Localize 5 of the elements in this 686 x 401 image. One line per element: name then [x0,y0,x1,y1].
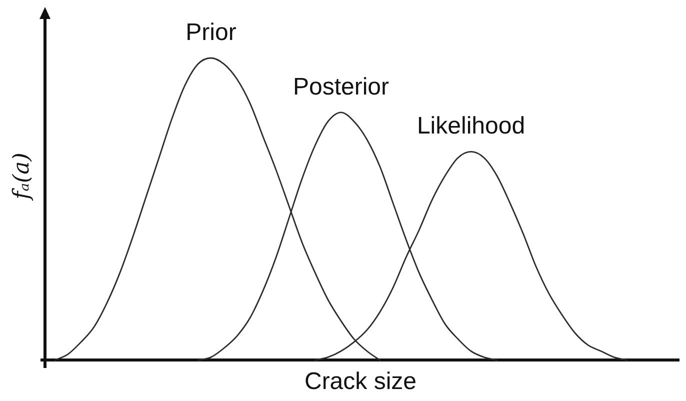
x-axis-title: Crack size [304,368,417,396]
series-label: Posterior [292,73,390,100]
y-axis-title: fₐ(a) [10,152,35,202]
series-label: Likelihood [416,112,526,140]
series-label: Prior [186,19,236,46]
